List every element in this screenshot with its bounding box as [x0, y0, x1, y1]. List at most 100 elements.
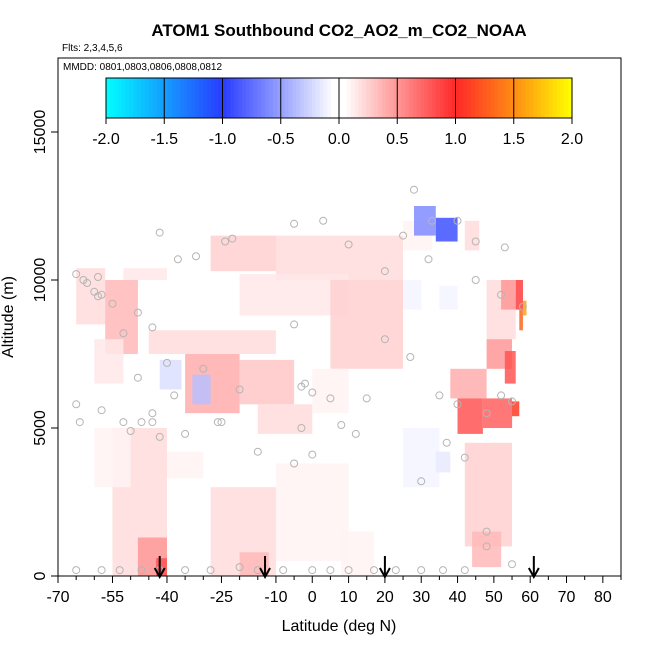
colorbar-swatch [133, 78, 138, 118]
sample-marker [126, 427, 135, 435]
colorbar-swatch [339, 78, 344, 118]
sample-marker [326, 566, 335, 575]
heatmap-cell [472, 531, 502, 568]
colorbar-swatch [463, 78, 468, 118]
y-tick-label: 0 [32, 571, 49, 580]
sample-marker [442, 438, 451, 447]
colorbar-swatch [560, 78, 565, 118]
sample-marker [460, 566, 469, 575]
y-axis: 0 5000 10000 15000 [32, 110, 58, 580]
colorbar-swatch [556, 78, 561, 118]
heatmap-cell [123, 268, 167, 280]
sample-marker [471, 237, 480, 246]
sample-marker [290, 320, 299, 329]
sample-marker [72, 566, 81, 575]
sample-marker [133, 373, 142, 382]
sample-marker [97, 290, 106, 299]
colorbar-swatch [428, 78, 433, 118]
colorbar-swatch [482, 78, 488, 118]
sample-marker [439, 566, 447, 575]
heatmap-cell [192, 374, 211, 405]
colorbar-swatch [113, 78, 119, 118]
colorbar-swatch [117, 78, 123, 118]
colorbar-swatch [257, 78, 262, 118]
colorbar-swatch [474, 78, 480, 118]
x-tick-label: -70 [46, 589, 69, 606]
heatmap-cell [275, 235, 403, 280]
colorbar-swatch [179, 78, 185, 118]
colorbar-swatch [140, 78, 146, 118]
sample-marker [235, 385, 244, 394]
colorbar-swatch [230, 78, 235, 118]
latitude-arrows [153, 556, 540, 580]
x-axis: -70 -55 -40 -25 -10 0 10 20 30 40 50 60 70 80 [46, 576, 622, 606]
sample-marker [482, 542, 491, 551]
colorbar-swatch [125, 78, 130, 118]
colorbar-swatch [537, 78, 542, 118]
sample-marker [344, 566, 353, 575]
colorbar-swatch [544, 78, 550, 118]
sample-marker [453, 400, 462, 409]
colorbar-swatch [156, 78, 161, 118]
sample-marker [417, 477, 426, 486]
colorbar-swatch [331, 78, 336, 118]
x-tick-label: 60 [521, 589, 539, 606]
colorbar-swatch [191, 78, 196, 118]
colorbar-swatch [521, 78, 526, 118]
colorbar-swatch [129, 78, 134, 118]
x-tick-label: 0 [308, 589, 317, 606]
colorbar-swatch [509, 78, 515, 118]
sample-marker [137, 566, 146, 575]
heatmap-cell [512, 401, 520, 417]
sample-marker [344, 240, 353, 249]
colorbar-swatch [307, 78, 313, 118]
colorbar-swatch [284, 78, 290, 118]
colorbar-swatch [272, 78, 278, 118]
colorbar-swatch [315, 78, 321, 118]
heatmap-cell [403, 428, 440, 488]
sample-marker [435, 391, 444, 400]
sample-marker [137, 418, 146, 427]
sample-marker [508, 397, 516, 406]
sample-marker [380, 267, 389, 276]
colorbar-swatch [183, 78, 189, 118]
sample-marker [518, 302, 527, 311]
colorbar-tick-label: 0.0 [328, 131, 350, 148]
y-axis-label: Altitude (m) [0, 276, 17, 358]
heatmap-cell [94, 428, 131, 488]
colorbar-swatch [505, 78, 511, 118]
sample-marker [181, 429, 190, 438]
sample-marker [297, 424, 306, 432]
heatmap-cell [519, 309, 523, 331]
colorbar-swatch [300, 78, 305, 118]
colorbar-swatch [175, 78, 181, 118]
colorbar-tick-label: -0.5 [267, 131, 295, 148]
sample-marker [308, 450, 317, 459]
sample-marker [192, 252, 200, 261]
sample-marker [301, 379, 309, 388]
colorbar-swatch [203, 78, 208, 118]
colorbar-swatch [533, 78, 538, 118]
heatmap-cell [414, 206, 436, 236]
colorbar: -2.0 -1.5 -1.0 -0.5 0.0 0.5 1.0 1.5 2.0 [92, 77, 583, 148]
colorbar-swatch [238, 78, 243, 118]
x-tick-label: 30 [412, 589, 430, 606]
chart-title: ATOM1 Southbound CO2_AO2_m_CO2_NOAA [151, 21, 526, 40]
colorbar-swatch [502, 78, 507, 118]
sample-marker [428, 216, 437, 225]
colorbar-swatch [269, 78, 274, 118]
sample-marker [497, 290, 506, 299]
heatmap-cell [76, 268, 106, 325]
colorbar-swatch [478, 78, 484, 118]
colorbar-swatch [261, 78, 266, 118]
colorbar-swatch [471, 78, 476, 118]
colorbar-swatch [354, 78, 360, 118]
colorbar-swatch [342, 78, 348, 118]
sample-marker [482, 527, 491, 536]
colorbar-swatch [568, 78, 573, 118]
y-tick-label: 10000 [32, 258, 49, 303]
colorbar-swatch [443, 78, 449, 118]
colorbar-swatch [498, 78, 503, 118]
colorbar-swatch [370, 78, 375, 118]
sample-marker [97, 406, 106, 415]
